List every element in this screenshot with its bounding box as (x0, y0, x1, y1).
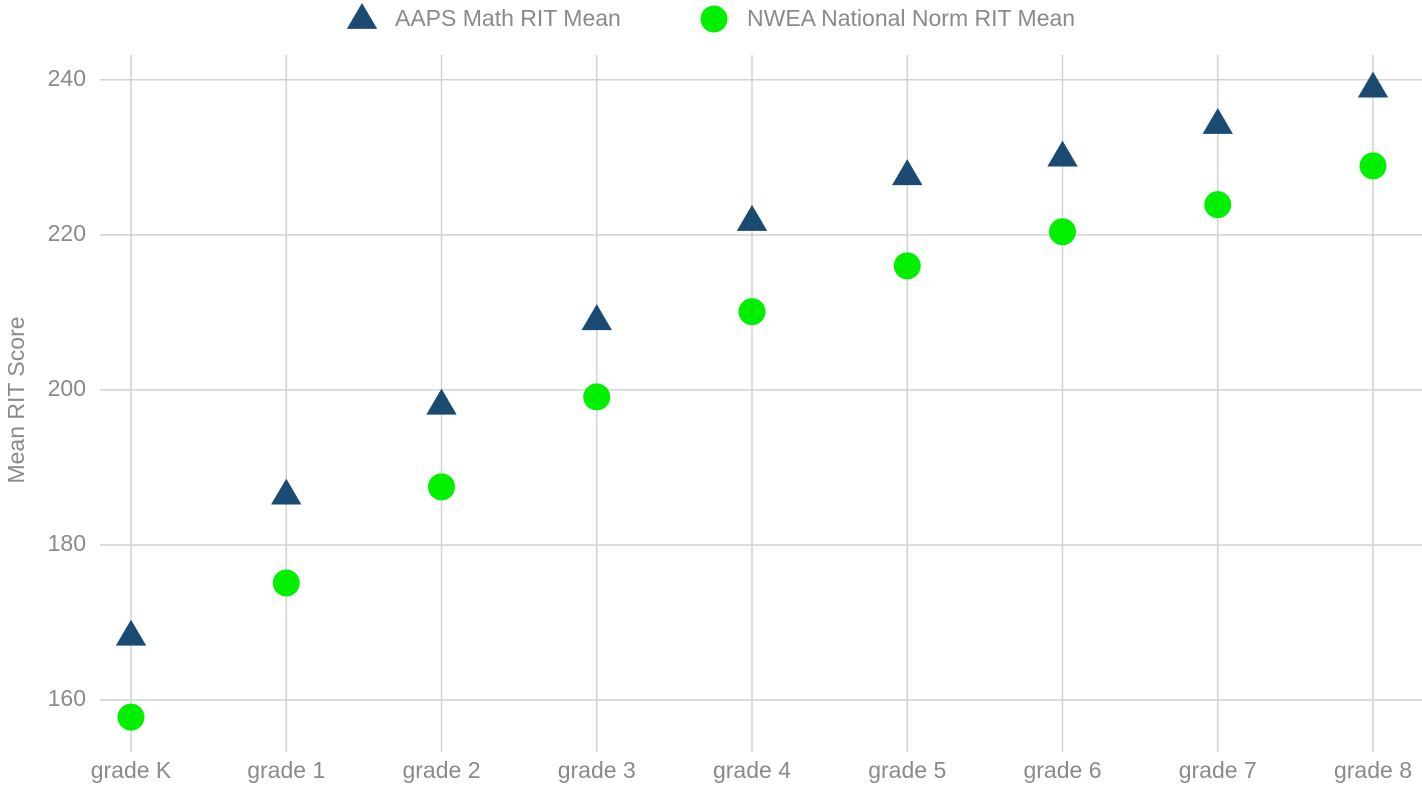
point (893, 252, 921, 280)
point (1357, 71, 1389, 98)
y-axis-label: Mean RIT Score (3, 316, 29, 483)
point (738, 298, 766, 326)
x-tick-label: grade 8 (1334, 757, 1412, 783)
x-tick-label: grade 5 (868, 757, 946, 783)
point (581, 304, 612, 331)
point (426, 388, 457, 415)
legend-marker (346, 3, 378, 29)
y-tick-label: 220 (48, 220, 86, 246)
point (736, 204, 768, 231)
legend-label: AAPS Math RIT Mean (395, 5, 621, 31)
y-tick-label: 200 (48, 375, 86, 401)
point (1049, 218, 1076, 246)
legend-label: NWEA National Norm RIT Mean (747, 5, 1075, 31)
y-tick-label: 160 (48, 685, 86, 711)
point (1359, 152, 1387, 180)
point (117, 703, 145, 731)
point (1202, 108, 1233, 134)
point (1204, 191, 1232, 219)
point (1047, 140, 1078, 167)
legend-marker (700, 5, 728, 33)
x-tick-label: grade K (91, 757, 172, 783)
x-tick-label: grade 7 (1179, 757, 1257, 783)
point (115, 619, 147, 646)
point (583, 383, 611, 411)
x-tick-label: grade 1 (247, 757, 325, 783)
y-tick-label: 240 (48, 65, 86, 91)
x-tick-label: grade 3 (558, 757, 636, 783)
x-tick-label: grade 2 (402, 757, 480, 783)
point (271, 478, 302, 505)
x-tick-label: grade 6 (1023, 757, 1101, 783)
y-tick-label: 180 (48, 530, 86, 556)
point (428, 473, 455, 501)
point (272, 569, 300, 597)
point (892, 159, 923, 186)
x-tick-label: grade 4 (713, 757, 791, 783)
